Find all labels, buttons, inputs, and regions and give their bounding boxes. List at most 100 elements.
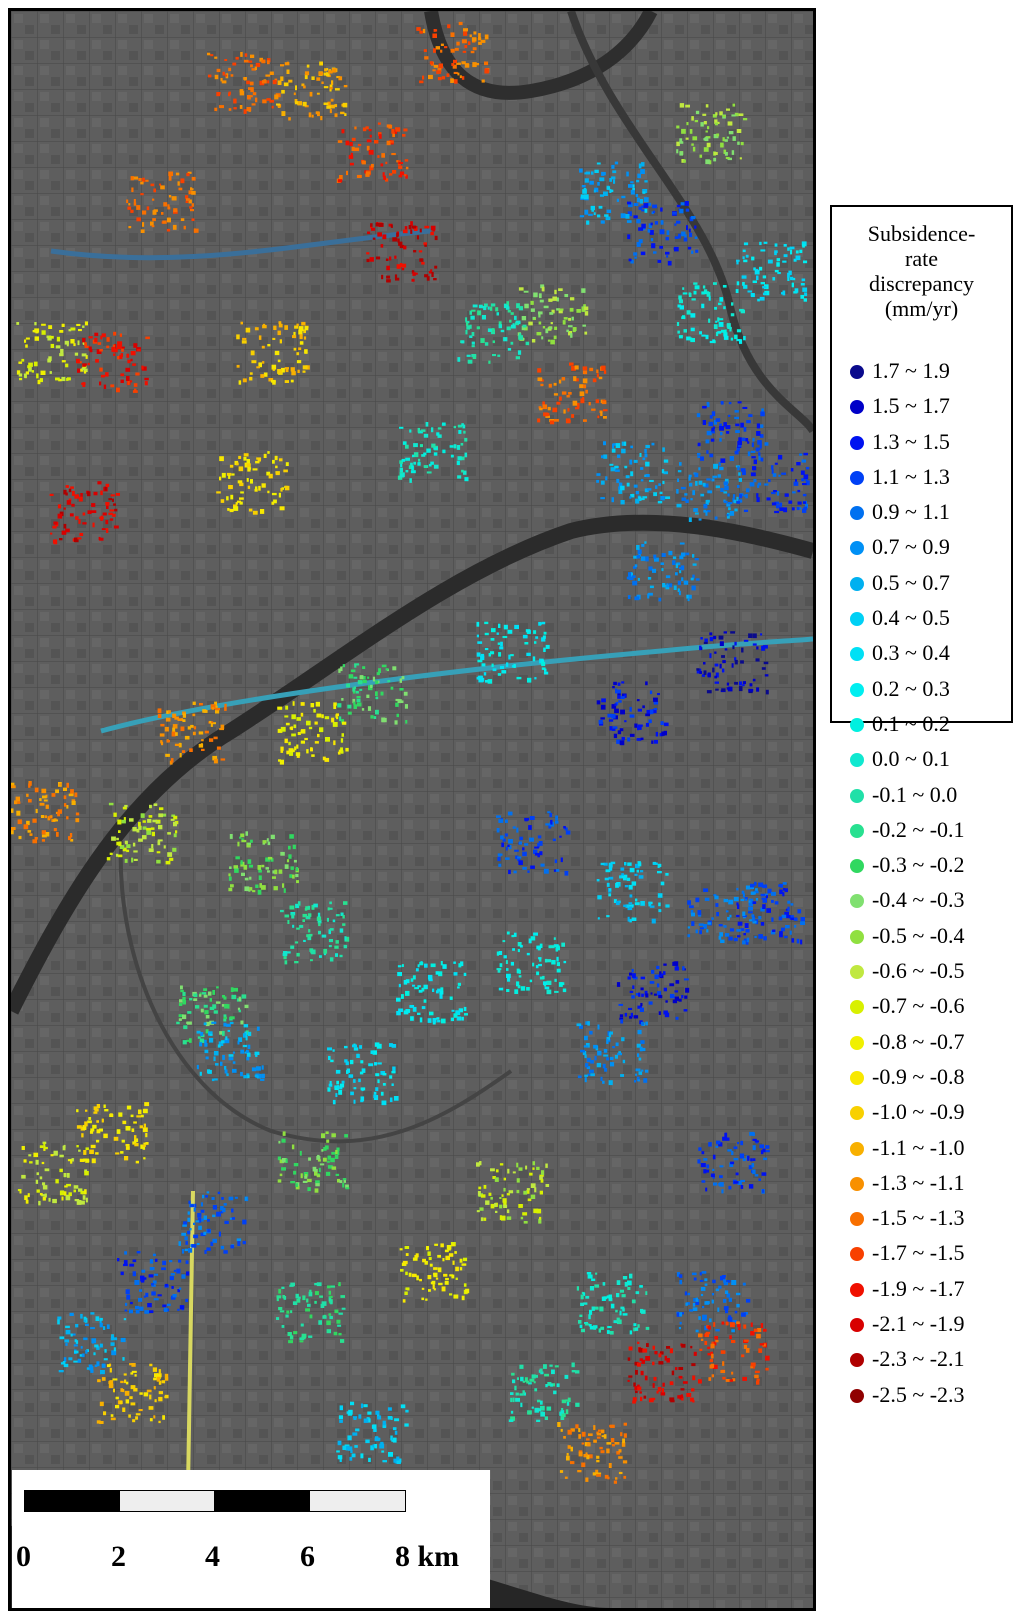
legend-swatch xyxy=(850,576,864,591)
legend-title-line: Subsidence- xyxy=(867,221,976,246)
legend-swatch xyxy=(850,506,864,521)
legend-swatch xyxy=(850,823,864,838)
legend-swatch xyxy=(850,859,864,874)
legend-item: -0.2 ~ -0.1 xyxy=(832,814,1011,849)
legend-title: Subsidence- rate discrepancy (mm/yr) xyxy=(832,221,1011,321)
legend-item: -1.3 ~ -1.1 xyxy=(832,1167,1011,1202)
legend-range-label: -0.8 ~ -0.7 xyxy=(872,1028,965,1054)
legend-item: -0.6 ~ -0.5 xyxy=(832,955,1011,990)
legend-swatch xyxy=(850,1212,864,1227)
legend-item: 1.1 ~ 1.3 xyxy=(832,461,1011,496)
legend-range-label: 1.3 ~ 1.5 xyxy=(872,428,950,454)
legend-range-label: -0.7 ~ -0.6 xyxy=(872,993,965,1019)
legend-title-line: rate xyxy=(905,246,938,271)
legend-item: 0.1 ~ 0.2 xyxy=(832,708,1011,743)
legend-item: 0.5 ~ 0.7 xyxy=(832,567,1011,602)
legend-swatch xyxy=(850,965,864,980)
legend-range-label: -1.9 ~ -1.7 xyxy=(872,1275,965,1301)
legend-range-label: 0.4 ~ 0.5 xyxy=(872,605,950,631)
legend-swatch xyxy=(850,1176,864,1191)
legend-item: 0.2 ~ 0.3 xyxy=(832,673,1011,708)
legend-title-line: discrepancy xyxy=(868,271,975,296)
legend-range-label: -1.3 ~ -1.1 xyxy=(872,1169,965,1195)
legend: Subsidence- rate discrepancy (mm/yr) 1.7… xyxy=(830,205,1013,1407)
legend-swatch xyxy=(850,1388,864,1403)
legend-range-label: 0.0 ~ 0.1 xyxy=(872,746,950,772)
legend-swatch xyxy=(850,612,864,627)
legend-item: 1.5 ~ 1.7 xyxy=(832,390,1011,425)
scale-tick-label: 2 xyxy=(111,1540,126,1573)
legend-range-label: -0.1 ~ 0.0 xyxy=(872,781,958,807)
legend-item: -1.0 ~ -0.9 xyxy=(832,1096,1011,1131)
legend-item: -1.5 ~ -1.3 xyxy=(832,1202,1011,1237)
legend-range-label: -2.5 ~ -2.3 xyxy=(872,1381,965,1407)
legend-item: 0.0 ~ 0.1 xyxy=(832,743,1011,778)
legend-range-label: 0.2 ~ 0.3 xyxy=(872,675,950,701)
legend-range-label: -1.1 ~ -1.0 xyxy=(872,1134,965,1160)
legend-range-label: -1.0 ~ -0.9 xyxy=(872,1099,965,1125)
legend-range-label: 1.7 ~ 1.9 xyxy=(872,358,950,383)
scale-segment xyxy=(24,1490,121,1512)
legend-swatch xyxy=(850,1282,864,1297)
canal-middle xyxy=(100,636,813,734)
satellite-image xyxy=(11,11,813,1608)
legend-item: -0.3 ~ -0.2 xyxy=(832,849,1011,884)
subsidence-points xyxy=(11,21,810,1484)
legend-swatch xyxy=(850,1318,864,1333)
legend-item: -2.1 ~ -1.9 xyxy=(832,1308,1011,1343)
legend-swatch xyxy=(850,541,864,556)
scale-segment xyxy=(309,1490,406,1512)
legend-item: -0.7 ~ -0.6 xyxy=(832,990,1011,1025)
legend-range-label: 0.9 ~ 1.1 xyxy=(872,499,950,525)
legend-range-label: -0.5 ~ -0.4 xyxy=(872,922,965,948)
legend-item: 1.7 ~ 1.9 xyxy=(832,355,1011,390)
legend-item: -2.3 ~ -2.1 xyxy=(832,1343,1011,1378)
legend-title-line: (mm/yr) xyxy=(884,296,959,321)
legend-item: -0.9 ~ -0.8 xyxy=(832,1061,1011,1096)
legend-swatch xyxy=(850,753,864,768)
scale-segment xyxy=(119,1490,216,1512)
legend-swatch xyxy=(850,682,864,697)
legend-range-label: 1.1 ~ 1.3 xyxy=(872,463,950,489)
legend-swatch xyxy=(850,717,864,732)
legend-swatch xyxy=(850,470,864,485)
scale-tick-label: 4 xyxy=(205,1540,220,1573)
legend-range-label: -0.9 ~ -0.8 xyxy=(872,1063,965,1089)
legend-swatch xyxy=(850,1247,864,1262)
legend-range-label: -2.1 ~ -1.9 xyxy=(872,1311,965,1337)
legend-list: 1.7 ~ 1.9 1.5 ~ 1.7 1.3 ~ 1.5 1.1 ~ 1.3 0.9 … xyxy=(832,355,1011,1414)
legend-item: -0.8 ~ -0.7 xyxy=(832,1026,1011,1061)
canal-top xyxy=(424,11,658,100)
legend-swatch xyxy=(850,1035,864,1050)
legend-range-label: 0.7 ~ 0.9 xyxy=(872,534,950,560)
legend-swatch xyxy=(850,1141,864,1156)
legend-swatch xyxy=(850,400,864,415)
legend-swatch xyxy=(850,647,864,662)
legend-range-label: -0.2 ~ -0.1 xyxy=(872,816,965,842)
legend-range-label: -2.3 ~ -2.1 xyxy=(872,1346,965,1372)
legend-item: -1.7 ~ -1.5 xyxy=(832,1237,1011,1272)
subsidence-map xyxy=(8,8,816,1611)
legend-range-label: 0.3 ~ 0.4 xyxy=(872,640,950,666)
legend-range-label: -0.6 ~ -0.5 xyxy=(872,958,965,984)
legend-range-label: -1.7 ~ -1.5 xyxy=(872,1240,965,1266)
legend-swatch xyxy=(850,1106,864,1121)
legend-swatch xyxy=(850,1070,864,1085)
legend-range-label: -1.5 ~ -1.3 xyxy=(872,1205,965,1231)
legend-item: -2.5 ~ -2.3 xyxy=(832,1379,1011,1414)
scale-segment xyxy=(214,1490,311,1512)
legend-range-label: 0.5 ~ 0.7 xyxy=(872,569,950,595)
legend-item: -0.4 ~ -0.3 xyxy=(832,884,1011,919)
legend-swatch xyxy=(850,929,864,944)
legend-range-label: 1.5 ~ 1.7 xyxy=(872,393,950,419)
legend-swatch xyxy=(850,365,864,379)
ring-road xyxy=(118,840,513,1144)
legend-item: 0.3 ~ 0.4 xyxy=(832,637,1011,672)
scale-tick-label: 6 xyxy=(300,1540,315,1573)
legend-swatch xyxy=(850,894,864,909)
legend-swatch xyxy=(850,788,864,803)
legend-item: -1.1 ~ -1.0 xyxy=(832,1132,1011,1167)
legend-range-label: 0.1 ~ 0.2 xyxy=(872,710,950,736)
scale-tick-label: 8 km xyxy=(395,1540,460,1573)
main-river xyxy=(11,514,813,1015)
